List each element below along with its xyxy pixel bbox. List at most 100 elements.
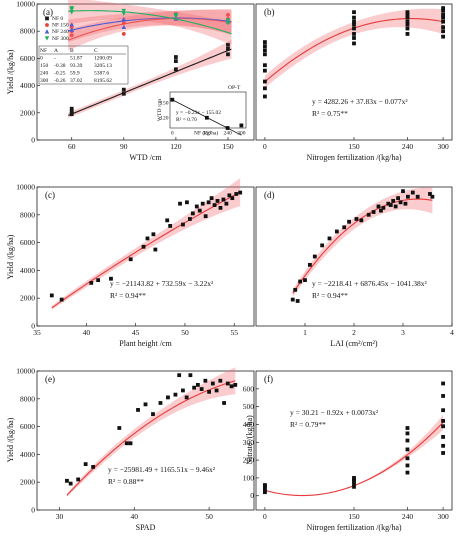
panel-a-series-1-confidence-band <box>68 9 232 51</box>
panel-e-ytick-label: 0 <box>31 506 35 515</box>
panel-a-series-3-point <box>173 12 179 18</box>
panel-e-point <box>181 388 185 393</box>
panel-d-xtick-label: 1 <box>303 328 307 337</box>
panel-a-legend-entry-1: NF 150 <box>52 23 69 29</box>
panel-b-point <box>441 12 445 17</box>
panel-b-point <box>352 19 356 24</box>
panel-a-series-2-confidence-band <box>68 9 232 43</box>
panel-c-point <box>178 201 182 206</box>
panel-a-series-1-point <box>226 12 230 17</box>
table-frame <box>38 45 129 85</box>
panel-e-point <box>192 385 197 390</box>
panel-d-point <box>391 199 396 203</box>
ylabel-f: Nitrate /(kg/ha) <box>245 415 254 465</box>
panel-b-point <box>352 36 356 40</box>
panel-a-series-2-fit-line <box>68 17 232 32</box>
inset-xtick-label: 300 <box>237 131 246 137</box>
panel-b-point <box>263 94 267 99</box>
panel-d-fit-line <box>292 198 433 294</box>
panel-c-confidence-band <box>51 178 241 310</box>
panel-c-point <box>230 196 235 201</box>
inset-r2: R² = 0.70 <box>176 117 197 123</box>
panel-e-point <box>158 401 163 405</box>
panel-f-ytick-label: 500 <box>243 402 255 411</box>
panel-a-series-3-point <box>121 8 127 14</box>
panel-d-xlabel: LAI (cm²/cm²) <box>330 339 378 348</box>
panel-e-point <box>65 478 69 483</box>
panel-e-point <box>195 383 200 387</box>
panel-d-point <box>290 297 295 302</box>
panel-a-ytick-label: 6000 <box>20 54 35 63</box>
inset-xtick-label: 150 <box>203 131 212 137</box>
inset-point <box>204 115 209 120</box>
panel-f-ytick-label: 400 <box>243 420 255 429</box>
panel-b-point <box>263 40 267 44</box>
panel-e-xtick-label: 40 <box>131 512 139 521</box>
panel-c-xtick-label: 55 <box>231 328 239 337</box>
panel-c-xtick-label: 50 <box>181 328 189 337</box>
panel-a-xtick-label: 150 <box>222 142 234 151</box>
panel-b-point <box>263 79 267 84</box>
panel-e-point <box>91 465 96 469</box>
panel-c-point <box>194 204 199 209</box>
panel-a-ytick-label: 0 <box>31 136 35 145</box>
panel-d-xtick-label: 3 <box>401 328 405 337</box>
table-cell: 300 <box>40 78 49 84</box>
panel-e-point <box>188 373 193 378</box>
panel-f-point <box>441 418 445 423</box>
figure-y-labels: Yield /(kg/ha) Yield /(kg/ha) Yield /(kg… <box>6 49 254 464</box>
panel-c-point <box>221 197 226 202</box>
panel-e-label: (e) <box>45 374 55 384</box>
panel-f-ytick-label: 600 <box>243 384 255 393</box>
panel-d-point <box>371 210 376 214</box>
table-cell: 240 <box>40 71 49 77</box>
panel-e-xtick-label: 50 <box>205 512 213 521</box>
panel-d-point <box>359 218 364 223</box>
panel-d-point <box>334 229 339 234</box>
panel-c-point <box>89 281 94 285</box>
panel-b-label: (b) <box>264 7 275 17</box>
panel-f-point <box>352 484 356 489</box>
panel-a-series-1-point <box>69 33 74 38</box>
panel-d: 1 2 3 4 (d) LAI (cm²/cm²) y = −2218.41 + 6876.… <box>255 186 454 348</box>
panel-c-ytick-label: 0 <box>31 322 35 331</box>
panel-a-xtick-label: 120 <box>170 142 182 151</box>
panel-a-table: NF A B C 0 - 51.87 1200.09 150 -0.38 93.39 3205.13 2… <box>38 45 129 85</box>
panel-b-point <box>405 14 410 19</box>
panel-c-point <box>238 190 243 195</box>
table-cell: 59.9 <box>70 71 80 77</box>
panel-a-legend-entry-2: NF 240 <box>52 29 69 35</box>
panel-d-point <box>293 287 298 292</box>
panel-e-equation: y = −25981.49 + 1165.51x − 9.46x² <box>108 465 216 474</box>
panel-c: 35 40 45 50 55 0 2000 4000 6000 8000 10000 (c) Plant… <box>16 178 255 348</box>
panel-c-point <box>212 203 217 207</box>
panel-f-point <box>441 381 445 386</box>
panel-a-series-3-point <box>121 11 127 16</box>
panel-d-point <box>415 194 420 199</box>
table-header: C <box>94 48 98 54</box>
panel-a-series-0-point <box>69 106 74 111</box>
panel-b-point <box>405 32 410 36</box>
table-cell: -0.25 <box>54 71 66 77</box>
panel-e-point <box>117 426 122 430</box>
panel-b-point <box>263 52 267 57</box>
panel-d-point <box>428 192 432 196</box>
panel-b-point <box>352 22 356 27</box>
panel-d-point <box>398 200 403 205</box>
panel-e-point <box>207 389 212 394</box>
panel-c-ytick-label: 4000 <box>20 266 35 275</box>
panel-c-point <box>197 208 202 213</box>
panel-f-point <box>441 424 445 429</box>
panel-a-series-3-point <box>69 7 75 12</box>
panel-b-point <box>352 41 356 46</box>
panel-e-point <box>214 388 219 393</box>
panel-b-point <box>441 29 445 34</box>
panel-a-legend-marker-0 <box>45 16 49 21</box>
panel-d-point <box>320 243 325 248</box>
panel-f-point <box>441 435 445 439</box>
panel-c-point <box>190 211 195 216</box>
table-cell: 1200.09 <box>94 56 112 62</box>
panel-e-point <box>203 378 208 383</box>
panel-b-point <box>263 48 267 53</box>
